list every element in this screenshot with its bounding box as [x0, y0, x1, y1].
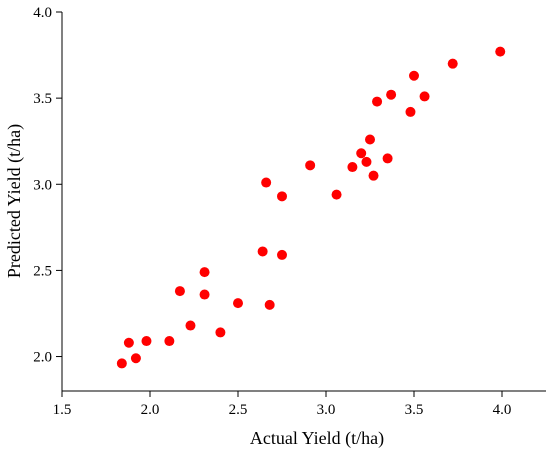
x-tick-label: 3.0 [317, 402, 336, 418]
data-point [199, 267, 210, 278]
y-tick-label: 2.0 [33, 350, 52, 366]
y-axis-ticks: 2.0 2.5 3.0 3.5 4.0 [33, 5, 62, 366]
data-point [409, 70, 419, 81]
data-point [233, 298, 243, 309]
x-tick-label: 3.5 [405, 402, 424, 418]
data-point [264, 299, 275, 310]
data-point [277, 191, 287, 202]
data-point [257, 246, 268, 257]
y-tick-label: 3.0 [33, 177, 52, 193]
data-point [164, 336, 175, 347]
data-point [356, 148, 367, 159]
data-point [261, 177, 272, 188]
data-point [116, 358, 127, 369]
x-tick-label: 4.0 [493, 402, 512, 418]
data-point [123, 337, 134, 348]
data-point [382, 153, 393, 164]
data-point [277, 249, 287, 260]
y-axis-title: Predicted Yield (t/ha) [4, 124, 25, 278]
data-point [495, 46, 506, 57]
data-point [419, 91, 430, 102]
data-point [130, 353, 141, 364]
data-point [185, 320, 196, 331]
data-point [305, 160, 316, 171]
y-tick-label: 4.0 [33, 5, 52, 21]
data-point [447, 58, 458, 69]
data-point [174, 286, 185, 297]
data-point [199, 289, 210, 300]
y-tick-label: 3.5 [33, 91, 52, 107]
y-tick-label: 2.5 [33, 263, 52, 279]
data-point [347, 162, 358, 173]
data-point [405, 106, 416, 117]
data-point [386, 89, 397, 100]
data-point [331, 189, 342, 200]
data-points [116, 46, 506, 369]
data-point [372, 96, 383, 107]
x-tick-label: 2.0 [141, 402, 160, 418]
x-tick-label: 2.5 [229, 402, 248, 418]
data-point [365, 134, 375, 145]
x-axis-ticks: 1.5 2.0 2.5 3.0 3.5 4.0 [53, 391, 512, 418]
x-tick-label: 1.5 [53, 402, 72, 418]
data-point [141, 336, 152, 347]
data-point [215, 327, 226, 338]
axes [61, 12, 546, 392]
data-point [361, 156, 372, 167]
data-point [368, 170, 379, 181]
x-axis-title: Actual Yield (t/ha) [250, 428, 384, 449]
